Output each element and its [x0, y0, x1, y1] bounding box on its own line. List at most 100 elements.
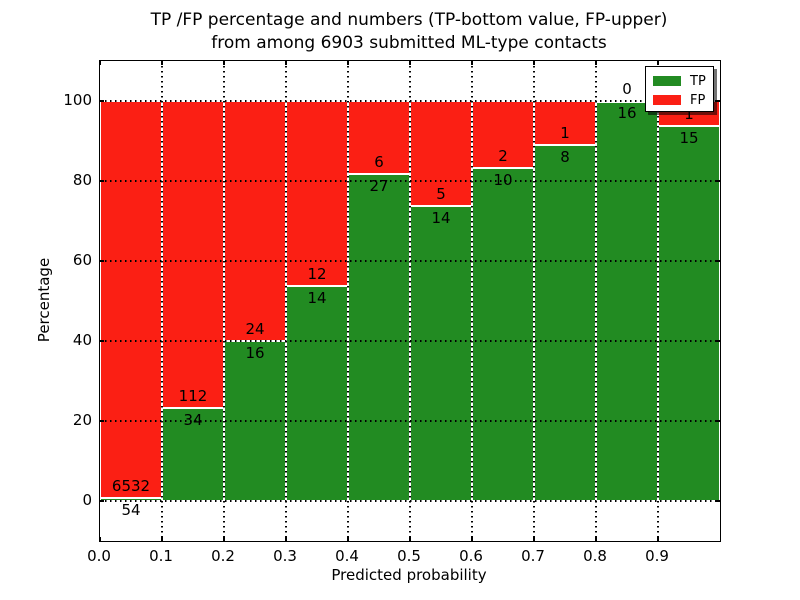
- x-tick-label: 0.3: [273, 547, 297, 565]
- tp-count-label: 16: [617, 104, 637, 122]
- bar-segment-tp: [410, 206, 472, 501]
- tp-count-label: 15: [679, 129, 699, 147]
- fp-count-label: 24: [245, 320, 265, 338]
- gridline-vertical: [657, 61, 659, 541]
- x-tick-label: 0.5: [397, 547, 421, 565]
- x-tick-label: 0.0: [87, 547, 111, 565]
- x-tick-mark: [223, 537, 225, 541]
- x-tick-label: 0.7: [521, 547, 545, 565]
- y-tick-mark: [100, 180, 104, 182]
- y-tick-mark: [100, 100, 104, 102]
- gridline-vertical: [285, 61, 287, 541]
- y-tick-mark: [716, 420, 720, 422]
- bar-segment-tp: [596, 101, 658, 501]
- fp-count-label: 6: [374, 152, 384, 171]
- y-tick-mark: [716, 340, 720, 342]
- y-tick-label: 40: [72, 331, 92, 349]
- fp-count-label: 1: [684, 105, 694, 123]
- x-tick-label: 0.6: [459, 547, 483, 565]
- x-tick-mark: [161, 537, 163, 541]
- x-tick-mark: [409, 61, 411, 65]
- x-tick-mark: [595, 61, 597, 65]
- x-tick-label: 0.8: [583, 547, 607, 565]
- y-tick-mark: [100, 340, 104, 342]
- fp-count-label: 0: [622, 80, 632, 98]
- y-tick-mark: [100, 420, 104, 422]
- y-tick-mark: [716, 500, 720, 502]
- bar-segment-tp: [286, 285, 348, 501]
- x-tick-mark: [657, 61, 659, 65]
- y-tick-label: 100: [63, 91, 92, 109]
- fp-count-label: 2: [498, 146, 508, 165]
- x-tick-mark: [99, 61, 101, 65]
- x-tick-label: 0.1: [149, 547, 173, 565]
- y-tick-mark: [100, 500, 104, 502]
- legend: TP FP: [645, 66, 714, 112]
- x-tick-mark: [161, 61, 163, 65]
- tp-count-label: 8: [560, 148, 570, 167]
- fp-count-label: 12: [307, 264, 327, 283]
- x-tick-mark: [471, 61, 473, 65]
- y-tick-label: 80: [72, 171, 92, 189]
- gridline-vertical: [409, 61, 411, 541]
- fp-count-label: 112: [178, 386, 208, 405]
- x-tick-mark: [533, 537, 535, 541]
- plot-area: 6532 54 112 34 24 16 12 14 6 27 5 14 2 10 1 8 0 16 1 15: [99, 60, 721, 542]
- x-tick-label: 0.2: [211, 547, 235, 565]
- legend-item-fp: FP: [653, 92, 706, 108]
- x-tick-mark: [533, 61, 535, 65]
- x-tick-mark: [595, 537, 597, 541]
- x-tick-mark: [285, 537, 287, 541]
- legend-label-tp: TP: [690, 73, 706, 89]
- bar-segment-fp: [162, 101, 224, 408]
- tp-count-label: 16: [245, 344, 265, 362]
- x-tick-mark: [347, 537, 349, 541]
- y-tick-mark: [716, 260, 720, 262]
- fp-count-label: 5: [436, 185, 446, 204]
- x-tick-mark: [409, 537, 411, 541]
- legend-label-fp: FP: [690, 92, 706, 108]
- gridline-vertical: [533, 61, 535, 541]
- bar-segment-tp: [534, 145, 596, 501]
- gridline-vertical: [471, 61, 473, 541]
- fp-swatch-icon: [653, 95, 681, 105]
- y-tick-mark: [716, 100, 720, 102]
- chart-title-line2: from among 6903 submitted ML-type contac…: [211, 33, 607, 53]
- y-tick-mark: [716, 180, 720, 182]
- x-tick-mark: [223, 61, 225, 65]
- tp-count-label: 27: [369, 176, 389, 195]
- bar-segment-fp: [100, 101, 162, 498]
- tp-count-label: 14: [307, 288, 327, 307]
- x-tick-label: 0.9: [645, 547, 669, 565]
- tp-count-label: 54: [121, 500, 141, 519]
- x-axis-label: Predicted probability: [331, 566, 487, 584]
- tp-count-label: 34: [183, 410, 203, 429]
- bar-segment-fp: [286, 101, 348, 286]
- x-tick-mark: [471, 537, 473, 541]
- fp-count-label: 1: [560, 124, 570, 143]
- gridline-vertical: [347, 61, 349, 541]
- chart-title-line1: TP /FP percentage and numbers (TP-bottom…: [150, 10, 668, 30]
- gridline-vertical: [161, 61, 163, 541]
- fp-count-label: 6532: [111, 476, 151, 495]
- bar-segment-tp: [348, 173, 410, 501]
- bar-segment-tp: [658, 126, 720, 501]
- x-tick-mark: [99, 537, 101, 541]
- bar-segment-fp: [224, 101, 286, 341]
- y-tick-mark: [100, 260, 104, 262]
- legend-item-tp: TP: [653, 73, 706, 89]
- y-tick-label: 0: [82, 491, 92, 509]
- gridline-vertical: [223, 61, 225, 541]
- x-tick-label: 0.4: [335, 547, 359, 565]
- x-tick-mark: [285, 61, 287, 65]
- tp-count-label: 10: [493, 170, 513, 189]
- x-tick-mark: [347, 61, 349, 65]
- gridline-vertical: [595, 61, 597, 541]
- bar-segment-tp: [472, 167, 534, 501]
- x-tick-mark: [657, 537, 659, 541]
- tp-count-label: 14: [431, 209, 451, 228]
- tp-swatch-icon: [653, 76, 681, 86]
- y-tick-label: 20: [72, 411, 92, 429]
- y-tick-label: 60: [72, 251, 92, 269]
